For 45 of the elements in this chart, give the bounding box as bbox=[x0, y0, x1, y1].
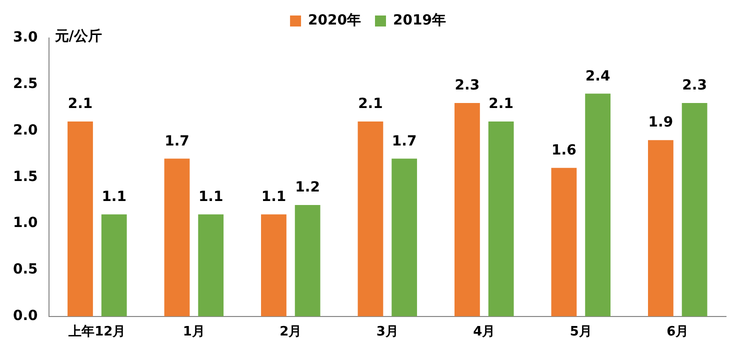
y-tick-label: 0.5 bbox=[12, 262, 38, 278]
bar bbox=[101, 214, 127, 316]
y-tick-label: 2.0 bbox=[12, 122, 38, 138]
data-label: 2.1 bbox=[68, 96, 93, 112]
data-label: 1.6 bbox=[552, 142, 576, 159]
data-label: 2.1 bbox=[358, 96, 383, 112]
bar bbox=[585, 94, 611, 316]
bar bbox=[488, 122, 514, 316]
x-tick-label: 6月 bbox=[666, 324, 689, 340]
x-tick-label: 2月 bbox=[280, 324, 302, 340]
bar bbox=[294, 205, 320, 316]
data-label: 2.1 bbox=[488, 96, 514, 112]
data-label: 2.4 bbox=[585, 68, 610, 84]
data-label: 1.2 bbox=[295, 180, 320, 196]
legend-label: 2020年 bbox=[308, 12, 362, 29]
data-label: 2.3 bbox=[454, 78, 480, 94]
data-label: 2.3 bbox=[682, 78, 707, 94]
y-tick-label: 3.0 bbox=[12, 30, 38, 46]
data-label: 1.9 bbox=[648, 114, 674, 131]
x-tick-label: 5月 bbox=[570, 324, 592, 340]
bar bbox=[682, 102, 708, 316]
bar bbox=[454, 102, 480, 316]
bar bbox=[164, 158, 190, 316]
bar bbox=[392, 158, 418, 316]
legend-label: 2019年 bbox=[393, 12, 446, 29]
x-tick-label: 上年12月 bbox=[68, 324, 126, 340]
bar bbox=[648, 140, 674, 316]
x-tick-label: 4月 bbox=[473, 324, 496, 340]
x-tick-label: 1月 bbox=[182, 324, 205, 340]
data-label: 1.1 bbox=[198, 188, 224, 205]
y-axis-title: 元/公斤 bbox=[54, 28, 102, 45]
x-tick-label: 3月 bbox=[376, 324, 398, 340]
bar bbox=[68, 122, 93, 316]
y-tick-label: 0.0 bbox=[12, 308, 38, 324]
bar bbox=[358, 122, 384, 316]
data-label: 1.7 bbox=[164, 133, 190, 150]
y-tick-label: 1.5 bbox=[12, 168, 38, 185]
data-label: 1.7 bbox=[392, 133, 417, 150]
data-label: 1.1 bbox=[102, 188, 127, 205]
y-tick-label: 2.5 bbox=[12, 76, 38, 92]
data-label: 1.1 bbox=[261, 188, 286, 205]
bar bbox=[551, 168, 577, 316]
bar bbox=[261, 214, 286, 316]
bar bbox=[198, 214, 224, 316]
y-tick-label: 1.0 bbox=[12, 215, 38, 232]
